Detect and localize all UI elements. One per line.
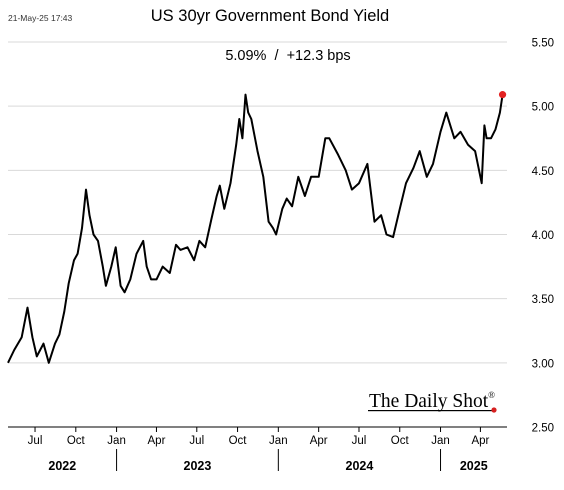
x-tick-label: Jul <box>352 435 367 447</box>
y-tick-label: 3.00 <box>532 358 554 370</box>
y-tick-label: 4.00 <box>532 230 554 242</box>
x-tick-label: Apr <box>148 435 166 447</box>
year-label: 2022 <box>48 459 76 473</box>
text-layer: 21-May-25 17:43 US 30yr Government Bond … <box>8 7 497 413</box>
date-stamp: 21-May-25 17:43 <box>8 13 73 23</box>
x-tick-label: Oct <box>67 435 86 447</box>
series-line <box>7 93 504 364</box>
year-label: 2025 <box>460 459 488 473</box>
x-tick-label: Apr <box>471 435 489 447</box>
year-label: 2023 <box>184 459 212 473</box>
y-tick-label: 5.00 <box>532 102 554 114</box>
gridlines <box>8 41 507 364</box>
chart-subtitle: 5.09% / +12.3 bps <box>225 48 350 64</box>
x-tick-label: Jan <box>269 435 288 447</box>
y-tick-label: 2.50 <box>532 423 554 435</box>
chart-title: US 30yr Government Bond Yield <box>151 7 389 25</box>
x-tick-label: Jan <box>107 435 126 447</box>
last-point-marker <box>498 91 507 99</box>
x-tick-label: Oct <box>229 435 248 447</box>
watermark-text: The Daily Shot <box>369 391 489 412</box>
watermark: The Daily Shot® <box>369 390 495 412</box>
watermark-dot-icon <box>491 407 497 413</box>
x-tick-label: Jul <box>28 435 43 447</box>
watermark-underline <box>368 410 492 412</box>
x-tick-label: Oct <box>391 435 410 447</box>
x-tick-label: Apr <box>310 435 328 447</box>
watermark-mark: ® <box>488 390 495 400</box>
y-tick-label: 3.50 <box>532 294 554 306</box>
axes: 2.50 3.00 3.50 4.00 4.50 5.00 5.50 Jul Oct Jan Apr… <box>8 38 554 473</box>
y-tick-label: 5.50 <box>532 38 554 50</box>
series-layer <box>7 91 507 364</box>
x-tick-label: Jul <box>189 435 204 447</box>
y-tick-label: 4.50 <box>532 166 554 178</box>
x-tick-label: Jan <box>431 435 450 447</box>
year-label: 2024 <box>346 459 374 473</box>
